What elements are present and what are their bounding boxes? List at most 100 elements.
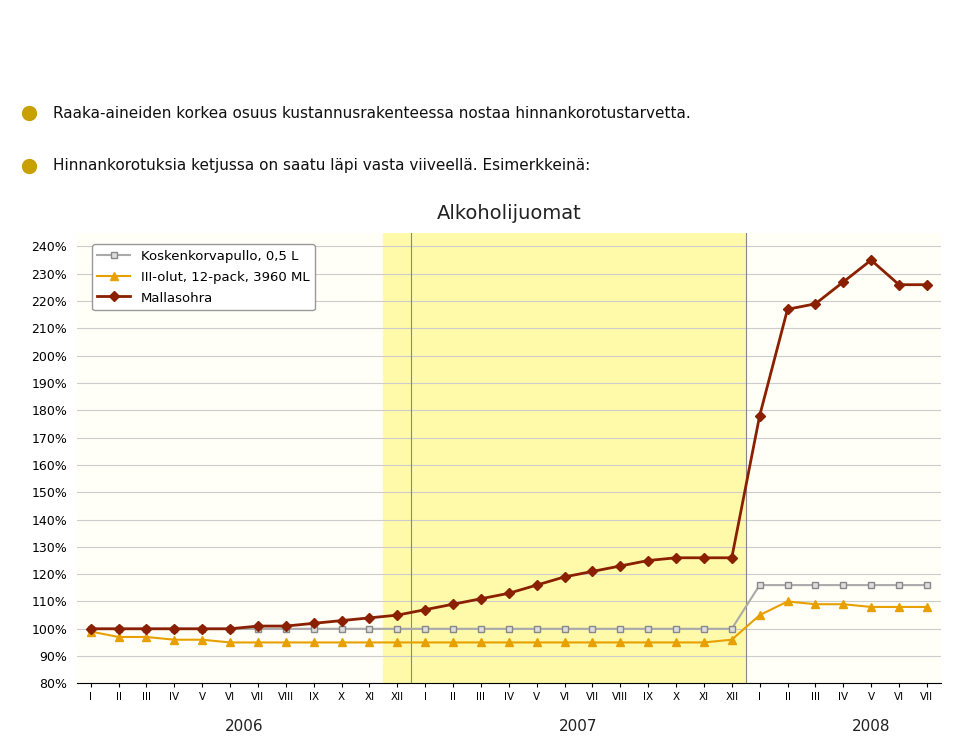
Koskenkorvapullo, 0,5 L — [559, 624, 570, 633]
Koskenkorvapullo, 0,5 L — [420, 624, 431, 633]
Mallasohra — [587, 567, 598, 576]
III-olut, 12-pack, 3960 ML — [392, 638, 403, 647]
Koskenkorvapullo, 0,5 L — [169, 624, 180, 633]
III-olut, 12-pack, 3960 ML — [642, 638, 654, 647]
Koskenkorvapullo, 0,5 L — [308, 624, 320, 633]
Mallasohra — [364, 614, 375, 623]
Koskenkorvapullo, 0,5 L — [698, 624, 709, 633]
Bar — [383, 233, 746, 683]
III-olut, 12-pack, 3960 ML — [559, 638, 570, 647]
Mallasohra — [893, 280, 904, 289]
III-olut, 12-pack, 3960 ML — [113, 632, 125, 641]
Koskenkorvapullo, 0,5 L — [642, 624, 654, 633]
Mallasohra — [225, 624, 236, 633]
Mallasohra — [726, 553, 737, 562]
Line: Koskenkorvapullo, 0,5 L: Koskenkorvapullo, 0,5 L — [87, 581, 930, 632]
III-olut, 12-pack, 3960 ML — [754, 611, 765, 620]
Mallasohra — [754, 412, 765, 421]
Text: Hinnankorotuksia ketjussa on saatu läpi vasta viiveellä. Esimerkkeinä:: Hinnankorotuksia ketjussa on saatu läpi … — [53, 158, 590, 173]
Mallasohra — [503, 589, 515, 598]
III-olut, 12-pack, 3960 ML — [141, 632, 153, 641]
III-olut, 12-pack, 3960 ML — [475, 638, 487, 647]
Text: Alkoholijuomat: Alkoholijuomat — [437, 204, 581, 223]
III-olut, 12-pack, 3960 ML — [169, 635, 180, 644]
Mallasohra — [837, 277, 849, 286]
Koskenkorvapullo, 0,5 L — [252, 624, 264, 633]
III-olut, 12-pack, 3960 ML — [921, 602, 932, 611]
Mallasohra — [392, 611, 403, 620]
III-olut, 12-pack, 3960 ML — [698, 638, 709, 647]
Mallasohra — [113, 624, 125, 633]
Koskenkorvapullo, 0,5 L — [670, 624, 682, 633]
III-olut, 12-pack, 3960 ML — [865, 602, 876, 611]
III-olut, 12-pack, 3960 ML — [670, 638, 682, 647]
Koskenkorvapullo, 0,5 L — [531, 624, 542, 633]
III-olut, 12-pack, 3960 ML — [809, 600, 821, 609]
Line: Mallasohra: Mallasohra — [87, 257, 930, 632]
Text: 2007: 2007 — [560, 719, 598, 734]
III-olut, 12-pack, 3960 ML — [336, 638, 348, 647]
Koskenkorvapullo, 0,5 L — [336, 624, 348, 633]
Koskenkorvapullo, 0,5 L — [865, 581, 876, 590]
III-olut, 12-pack, 3960 ML — [447, 638, 459, 647]
Mallasohra — [531, 581, 542, 590]
Koskenkorvapullo, 0,5 L — [225, 624, 236, 633]
Koskenkorvapullo, 0,5 L — [726, 624, 737, 633]
Koskenkorvapullo, 0,5 L — [392, 624, 403, 633]
Koskenkorvapullo, 0,5 L — [614, 624, 626, 633]
Mallasohra — [447, 600, 459, 609]
Koskenkorvapullo, 0,5 L — [113, 624, 125, 633]
Text: 2008: 2008 — [852, 719, 890, 734]
Text: Raaka-aineiden korkea osuus kustannusrakenteessa nostaa hinnankorotustarvetta.: Raaka-aineiden korkea osuus kustannusrak… — [53, 106, 690, 121]
Mallasohra — [308, 619, 320, 628]
III-olut, 12-pack, 3960 ML — [308, 638, 320, 647]
III-olut, 12-pack, 3960 ML — [420, 638, 431, 647]
III-olut, 12-pack, 3960 ML — [726, 635, 737, 644]
Mallasohra — [781, 305, 793, 314]
III-olut, 12-pack, 3960 ML — [893, 602, 904, 611]
Koskenkorvapullo, 0,5 L — [503, 624, 515, 633]
III-olut, 12-pack, 3960 ML — [587, 638, 598, 647]
Koskenkorvapullo, 0,5 L — [754, 581, 765, 590]
Text: 2006: 2006 — [225, 719, 263, 734]
Koskenkorvapullo, 0,5 L — [809, 581, 821, 590]
Mallasohra — [698, 553, 709, 562]
Mallasohra — [252, 622, 264, 631]
III-olut, 12-pack, 3960 ML — [225, 638, 236, 647]
Mallasohra — [475, 594, 487, 603]
Koskenkorvapullo, 0,5 L — [893, 581, 904, 590]
Koskenkorvapullo, 0,5 L — [141, 624, 153, 633]
III-olut, 12-pack, 3960 ML — [364, 638, 375, 647]
Mallasohra — [921, 280, 932, 289]
Legend: Koskenkorvapullo, 0,5 L, III-olut, 12-pack, 3960 ML, Mallasohra: Koskenkorvapullo, 0,5 L, III-olut, 12-pa… — [92, 244, 315, 310]
III-olut, 12-pack, 3960 ML — [503, 638, 515, 647]
III-olut, 12-pack, 3960 ML — [781, 597, 793, 606]
Mallasohra — [642, 556, 654, 565]
Koskenkorvapullo, 0,5 L — [587, 624, 598, 633]
Koskenkorvapullo, 0,5 L — [280, 624, 292, 633]
III-olut, 12-pack, 3960 ML — [531, 638, 542, 647]
Mallasohra — [559, 572, 570, 581]
III-olut, 12-pack, 3960 ML — [280, 638, 292, 647]
Mallasohra — [85, 624, 97, 633]
III-olut, 12-pack, 3960 ML — [837, 600, 849, 609]
Koskenkorvapullo, 0,5 L — [85, 624, 97, 633]
Mallasohra — [865, 255, 876, 264]
III-olut, 12-pack, 3960 ML — [85, 627, 97, 636]
Mallasohra — [197, 624, 208, 633]
Koskenkorvapullo, 0,5 L — [837, 581, 849, 590]
Mallasohra — [670, 553, 682, 562]
Mallasohra — [280, 622, 292, 631]
Koskenkorvapullo, 0,5 L — [921, 581, 932, 590]
Koskenkorvapullo, 0,5 L — [781, 581, 793, 590]
Text: Hintojen kehitys: Hintojen kehitys — [286, 22, 674, 65]
III-olut, 12-pack, 3960 ML — [197, 635, 208, 644]
Mallasohra — [809, 300, 821, 309]
Mallasohra — [169, 624, 180, 633]
Koskenkorvapullo, 0,5 L — [197, 624, 208, 633]
Mallasohra — [420, 605, 431, 614]
III-olut, 12-pack, 3960 ML — [252, 638, 264, 647]
Mallasohra — [614, 562, 626, 571]
III-olut, 12-pack, 3960 ML — [614, 638, 626, 647]
Mallasohra — [141, 624, 153, 633]
